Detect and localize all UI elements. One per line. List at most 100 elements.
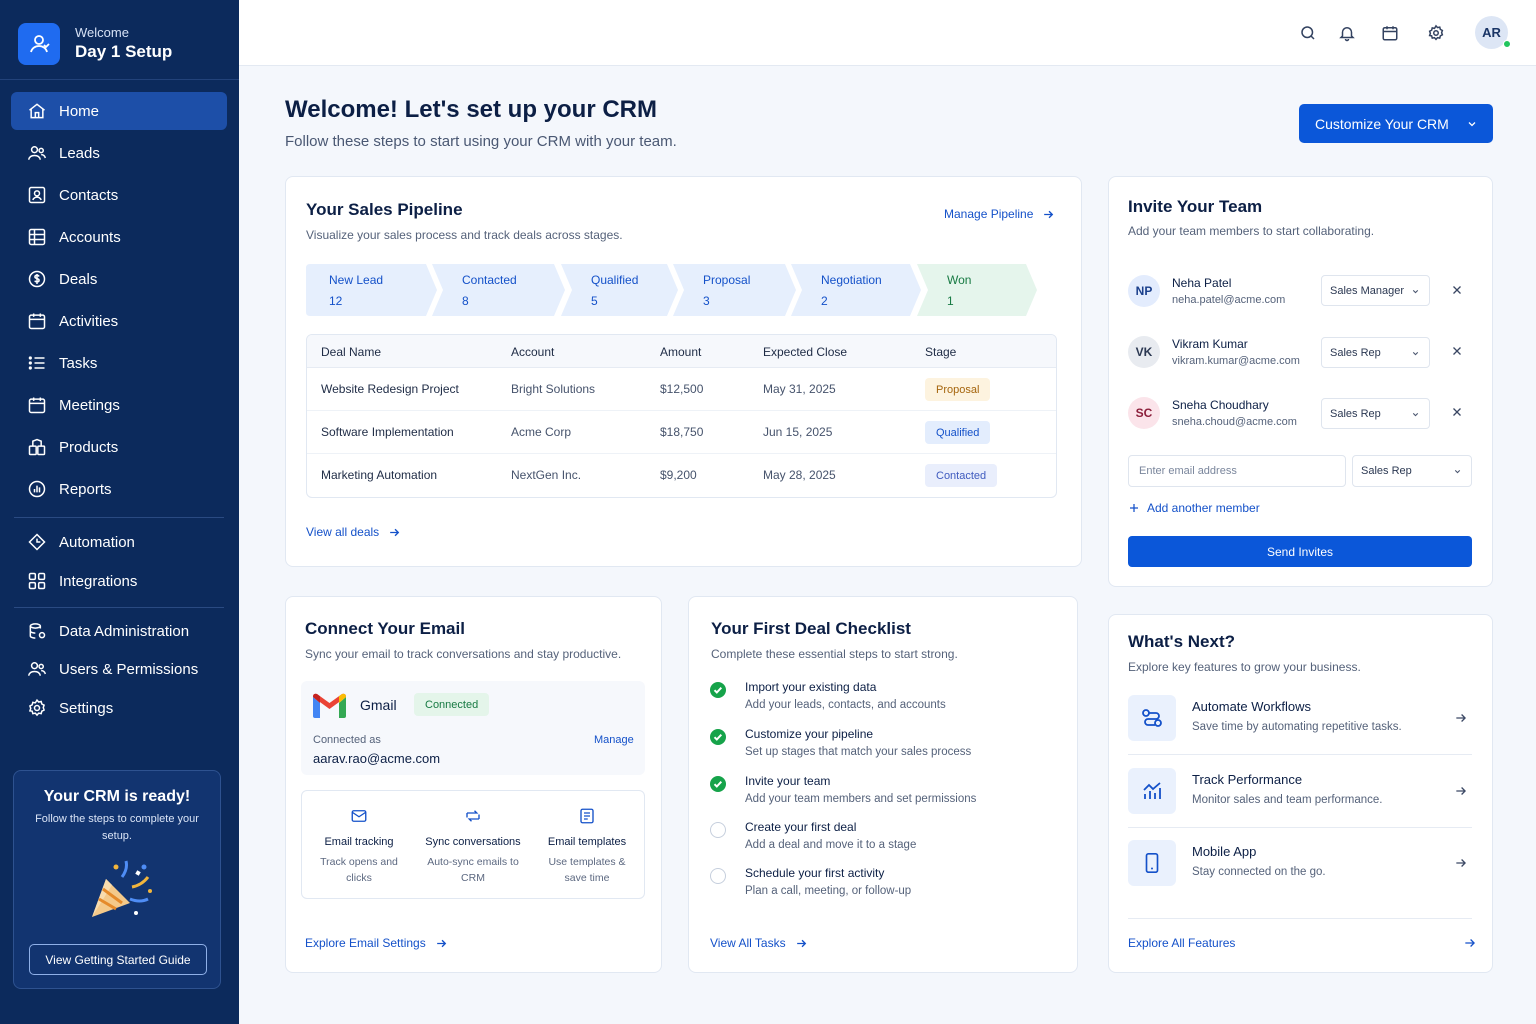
users-permissions-icon (27, 659, 47, 679)
team-member-row: VK Vikram Kumar vikram.kumar@acme.com Sa… (1128, 332, 1473, 372)
table-row[interactable]: Software Implementation Acme Corp $18,75… (307, 411, 1056, 454)
customize-crm-button[interactable]: Customize Your CRM (1299, 104, 1493, 143)
sidebar-item-activities[interactable]: Activities (11, 302, 227, 340)
next-item-mobile-app[interactable]: Mobile App Stay connected on the go. (1128, 840, 1472, 900)
view-all-tasks-link[interactable]: View All Tasks (710, 936, 808, 950)
status-badge: Proposal (925, 378, 991, 401)
checklist-item[interactable]: Invite your team Add your team members a… (710, 774, 1050, 814)
invite-title: Invite Your Team (1128, 197, 1263, 216)
avatar: VK (1128, 336, 1160, 368)
sidebar-item-products[interactable]: Products (11, 428, 227, 466)
calendar-icon[interactable] (1379, 22, 1401, 44)
divider (1128, 827, 1472, 828)
getting-started-guide-button[interactable]: View Getting Started Guide (29, 944, 207, 975)
close-icon[interactable] (1450, 283, 1464, 297)
sidebar-item-label: Activities (59, 312, 119, 330)
sidebar-item-automation[interactable]: Automation (11, 523, 227, 561)
role-select[interactable]: Sales Rep (1321, 398, 1430, 429)
deal-amount: $9,200 (660, 468, 697, 482)
sidebar-item-deals[interactable]: Deals (11, 260, 227, 298)
member-name: Neha Patel (1172, 276, 1232, 290)
status-badge: Contacted (925, 464, 998, 487)
feature-desc: Use templates & save time (548, 856, 626, 884)
status-badge: Connected (414, 693, 490, 716)
next-item-automate-workflows[interactable]: Automate Workflows Save time by automati… (1128, 695, 1472, 755)
sidebar-item-home[interactable]: Home (11, 92, 227, 130)
manage-email-link[interactable]: Manage (594, 734, 634, 746)
sidebar-item-leads[interactable]: Leads (11, 134, 227, 172)
next-item-track-performance[interactable]: Track Performance Monitor sales and team… (1128, 768, 1472, 828)
team-member-row: NP Neha Patel neha.patel@acme.com Sales … (1128, 271, 1473, 311)
stage-new-lead[interactable]: New Lead 12 (306, 264, 437, 316)
checklist-item-title: Create your first deal (745, 820, 857, 834)
close-icon[interactable] (1450, 344, 1464, 358)
sidebar-item-tasks[interactable]: Tasks (11, 344, 227, 382)
stage-won[interactable]: Won 1 (917, 264, 1037, 316)
manage-pipeline-label: Manage Pipeline (944, 207, 1034, 221)
column-header: Stage (925, 345, 957, 359)
empty-circle-icon (710, 868, 726, 884)
sidebar-item-meetings[interactable]: Meetings (11, 386, 227, 424)
next-item-desc: Stay connected on the go. (1192, 866, 1326, 878)
sidebar-item-data-administration[interactable]: Data Administration (11, 612, 227, 650)
sidebar-item-accounts[interactable]: Accounts (11, 218, 227, 256)
sales-pipeline-card (285, 176, 1082, 567)
bell-icon[interactable] (1336, 22, 1358, 44)
sidebar-item-label: Automation (59, 533, 135, 551)
add-member-link[interactable]: Add another member (1128, 501, 1260, 515)
view-all-deals-link[interactable]: View all deals (306, 525, 401, 539)
stage-proposal[interactable]: Proposal 3 (673, 264, 796, 316)
stage-qualified[interactable]: Qualified 5 (561, 264, 678, 316)
invite-email-input[interactable]: Enter email address (1128, 455, 1346, 487)
stage-name: Proposal (703, 273, 751, 287)
member-email: neha.patel@acme.com (1172, 294, 1286, 306)
close-icon[interactable] (1450, 405, 1464, 419)
feature-title: Email tracking (324, 836, 394, 848)
sidebar-item-contacts[interactable]: Contacts (11, 176, 227, 214)
mail-icon (350, 807, 368, 825)
pipeline-title: Your Sales Pipeline (306, 200, 463, 219)
next-item-title: Automate Workflows (1192, 699, 1311, 714)
add-member-label: Add another member (1147, 501, 1260, 515)
checklist-item-desc: Add a deal and move it to a stage (745, 839, 917, 851)
checklist-item[interactable]: Customize your pipeline Set up stages th… (710, 727, 1050, 767)
status-badge: Qualified (925, 421, 991, 444)
manage-pipeline-link[interactable]: Manage Pipeline (944, 207, 1055, 221)
sidebar-item-settings[interactable]: Settings (11, 689, 227, 727)
member-email: vikram.kumar@acme.com (1172, 355, 1300, 367)
whats-next-subtitle: Explore key features to grow your busine… (1128, 660, 1361, 674)
role-select[interactable]: Sales Rep (1321, 337, 1430, 368)
gear-icon[interactable] (1425, 22, 1447, 44)
deal-amount: $12,500 (660, 382, 704, 396)
connected-email: aarav.rao@acme.com (313, 751, 441, 766)
table-row[interactable]: Website Redesign Project Bright Solution… (307, 368, 1056, 411)
pipeline-subtitle: Visualize your sales process and track d… (306, 228, 623, 242)
checklist-item[interactable]: Create your first deal Add a deal and mo… (710, 820, 1050, 860)
role-select[interactable]: Sales Manager (1321, 275, 1430, 306)
new-member-role-select[interactable]: Sales Rep (1352, 455, 1472, 487)
deal-account: Acme Corp (511, 425, 572, 439)
feature-title: Sync conversations (425, 836, 521, 848)
sidebar-item-label: Meetings (59, 396, 120, 414)
gear-icon (27, 698, 47, 718)
explore-all-features-link[interactable]: Explore All Features (1128, 936, 1475, 950)
checklist-item-title: Import your existing data (745, 680, 877, 694)
avatar[interactable]: AR (1475, 16, 1508, 49)
next-item-title: Mobile App (1192, 844, 1257, 859)
search-icon[interactable] (1297, 22, 1319, 44)
send-invites-button[interactable]: Send Invites (1128, 536, 1472, 567)
table-header: Deal Name Account Amount Expected Close … (307, 335, 1056, 368)
checklist-item[interactable]: Schedule your first activity Plan a call… (710, 866, 1050, 906)
stage-count: 1 (947, 294, 954, 308)
stage-negotiation[interactable]: Negotiation 2 (791, 264, 921, 316)
sidebar-item-reports[interactable]: Reports (11, 470, 227, 508)
sidebar-item-users-permissions[interactable]: Users & Permissions (11, 650, 227, 688)
explore-email-settings-link[interactable]: Explore Email Settings (305, 936, 448, 950)
workflow-icon (1128, 695, 1176, 741)
invite-subtitle: Add your team members to start collabora… (1128, 224, 1375, 238)
table-row[interactable]: Marketing Automation NextGen Inc. $9,200… (307, 454, 1056, 497)
checklist-item[interactable]: Import your existing data Add your leads… (710, 680, 1050, 720)
stage-contacted[interactable]: Contacted 8 (432, 264, 565, 316)
sidebar-item-integrations[interactable]: Integrations (11, 562, 227, 600)
member-email: sneha.choud@acme.com (1172, 416, 1297, 428)
